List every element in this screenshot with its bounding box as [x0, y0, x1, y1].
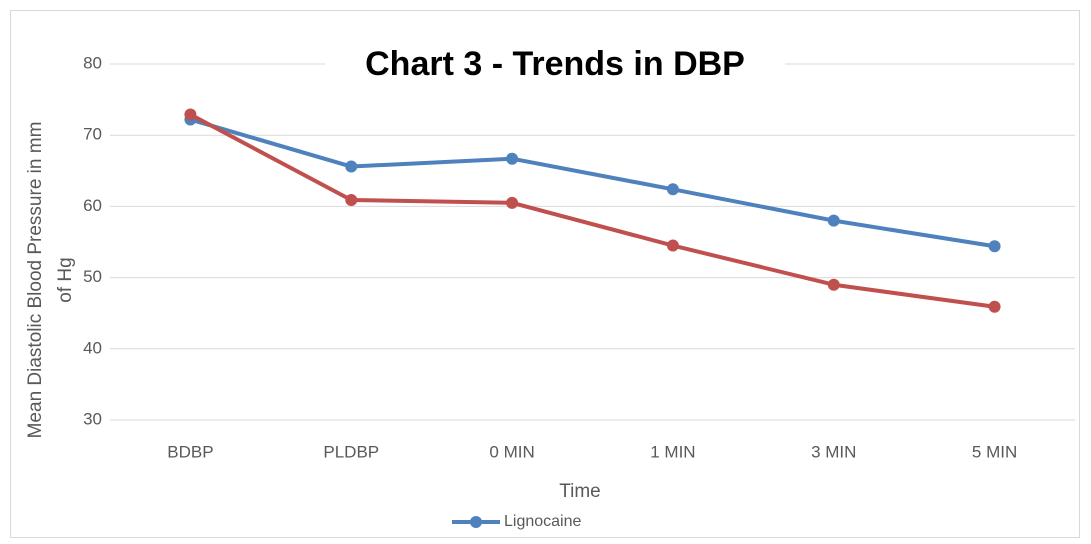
x-tick-label: 5 MIN: [972, 442, 1017, 461]
data-point: [988, 300, 1001, 313]
y-tick-label: 50: [83, 267, 102, 286]
data-point: [827, 278, 840, 291]
chart-title: Chart 3 - Trends in DBP: [365, 45, 745, 83]
y-tick-label: 70: [83, 125, 102, 144]
data-point: [666, 183, 679, 196]
x-tick-label: PLDBP: [323, 442, 379, 461]
data-point: [666, 239, 679, 252]
y-tick-label: 80: [83, 53, 102, 72]
x-axis-label: Time: [559, 481, 601, 502]
data-point: [827, 214, 840, 227]
series-line: [189, 117, 995, 249]
chart-frame: [10, 10, 1080, 538]
title-backing: [325, 40, 785, 88]
y-tick-label: 60: [83, 196, 102, 215]
y-tick-label: 40: [83, 338, 102, 357]
data-point: [506, 196, 519, 209]
x-tick-label: BDBP: [167, 442, 213, 461]
y-tick-label: 30: [83, 409, 102, 428]
x-tick-label: 3 MIN: [811, 442, 856, 461]
data-point: [345, 193, 358, 206]
data-point: [184, 108, 197, 121]
legend-label: Lignocaine: [504, 513, 582, 530]
x-tick-label: 1 MIN: [650, 442, 695, 461]
data-point: [988, 240, 1001, 253]
y-axis-label: Mean Diastolic Blood Pressure in mm: [25, 122, 46, 439]
series-line: [189, 112, 995, 309]
y-axis-label: of Hg: [55, 257, 76, 302]
x-tick-label: 0 MIN: [489, 442, 534, 461]
data-point: [345, 160, 358, 173]
data-point: [506, 152, 519, 165]
legend-marker: [470, 516, 482, 528]
